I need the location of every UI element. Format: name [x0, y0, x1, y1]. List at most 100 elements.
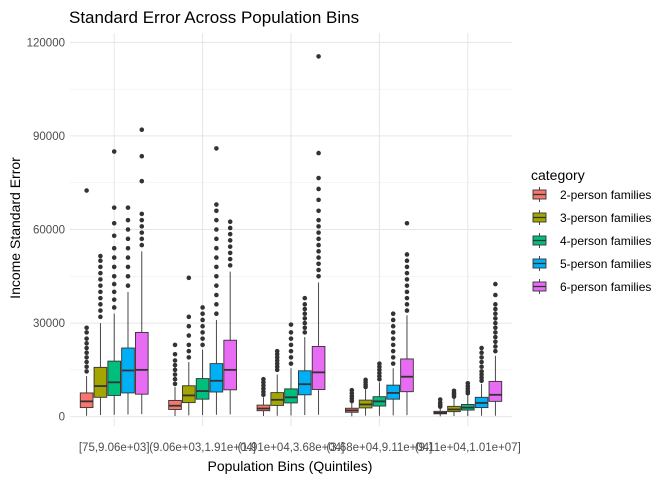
outlier-point [139, 153, 145, 159]
outlier-point [437, 397, 443, 402]
outlier-point [261, 376, 266, 382]
outlier-point [172, 381, 178, 387]
outlier-point [186, 348, 192, 354]
outlier-point [390, 330, 396, 335]
box-5p-bin-5 [474, 345, 489, 416]
y-tick-label: 90000 [33, 131, 65, 143]
outlier-point [98, 295, 103, 301]
outlier-point [390, 361, 396, 366]
outlier-point [214, 255, 219, 260]
outlier-point [390, 323, 396, 329]
outlier-point [316, 186, 321, 192]
box-4p-bin-2 [195, 305, 210, 416]
outlier-point [84, 336, 89, 341]
outlier-point [390, 355, 396, 360]
outlier-point [84, 350, 89, 356]
outlier-point [84, 188, 89, 193]
legend-item: 4-person families [531, 232, 651, 249]
outlier-point [302, 330, 308, 335]
outlier-point [214, 202, 219, 207]
outlier-point [84, 341, 89, 346]
outlier-point [288, 336, 294, 341]
outlier-point [302, 320, 308, 326]
outlier-point [302, 325, 308, 331]
box-iqr [79, 392, 94, 409]
box-iqr [134, 331, 149, 395]
outlier-point [404, 283, 410, 288]
outlier-point [493, 344, 498, 349]
outlier-point [479, 359, 484, 365]
outlier-point [316, 242, 321, 248]
y-tick-label: 30000 [33, 318, 65, 330]
outlier-point [139, 178, 145, 184]
box-iqr [223, 339, 237, 391]
outlier-point [172, 362, 178, 368]
outlier-point [200, 323, 205, 329]
outlier-point [465, 380, 471, 386]
outlier-point [98, 289, 103, 295]
outlier-point [493, 334, 498, 340]
legend-item: 6-person families [531, 278, 651, 295]
outlier-point [125, 236, 131, 242]
outlier-point [111, 305, 117, 310]
outlier-point [404, 277, 410, 282]
outlier-point [214, 227, 219, 232]
outlier-point [390, 311, 396, 317]
outlier-point [84, 355, 89, 360]
outlier-point [227, 263, 233, 268]
outlier-point [302, 316, 308, 321]
legend-label: 6-person families [560, 280, 651, 294]
box-2p-bin-1 [79, 188, 94, 416]
outlier-point [186, 314, 192, 320]
chart-title: Standard Error Across Population Bins [69, 8, 359, 27]
outlier-point [98, 264, 103, 270]
outlier-point [200, 330, 205, 335]
legend-item: 2-person families [531, 186, 651, 203]
outlier-point [214, 217, 219, 223]
outlier-point [139, 217, 145, 223]
outlier-point [316, 236, 321, 242]
outlier-point [227, 256, 233, 262]
outlier-point [186, 342, 192, 348]
outlier-point [111, 289, 117, 295]
outlier-point [227, 219, 233, 225]
outlier-point [111, 233, 117, 239]
outlier-point [172, 351, 178, 357]
box-2p-bin-4 [345, 387, 359, 417]
legend: category 2-person families 3-person famil… [531, 167, 651, 295]
box-5p-bin-4 [386, 311, 400, 416]
box-iqr [488, 380, 503, 402]
outlier-point [316, 255, 321, 260]
outlier-point [125, 255, 131, 260]
outlier-point [139, 236, 145, 242]
outlier-point [111, 281, 117, 287]
outlier-point [98, 283, 103, 288]
outlier-point [98, 277, 103, 282]
box-3p-bin-4 [358, 377, 373, 416]
box-5p-bin-2 [209, 146, 224, 415]
outlier-point [125, 227, 131, 232]
outlier-point [214, 236, 219, 242]
outlier-point [139, 242, 145, 248]
legend-title: category [531, 167, 585, 183]
outlier-point [125, 217, 131, 223]
outlier-point [390, 348, 396, 354]
outlier-point [316, 208, 321, 214]
box-iqr [195, 378, 210, 400]
outlier-point [227, 250, 233, 256]
outlier-point [214, 245, 219, 251]
outlier-point [479, 364, 484, 370]
outlier-point [316, 230, 321, 235]
outlier-point [493, 316, 498, 321]
box-3p-bin-3 [270, 348, 285, 416]
outlier-point [493, 302, 498, 307]
y-tick-label: 0 [59, 412, 65, 424]
box-6p-bin-1 [134, 127, 149, 415]
outlier-point [111, 205, 117, 210]
outlier-point [84, 369, 89, 374]
y-tick-label: 60000 [33, 225, 65, 237]
box-iqr [107, 360, 121, 396]
outlier-point [200, 311, 205, 317]
box-4p-bin-5 [461, 380, 475, 417]
